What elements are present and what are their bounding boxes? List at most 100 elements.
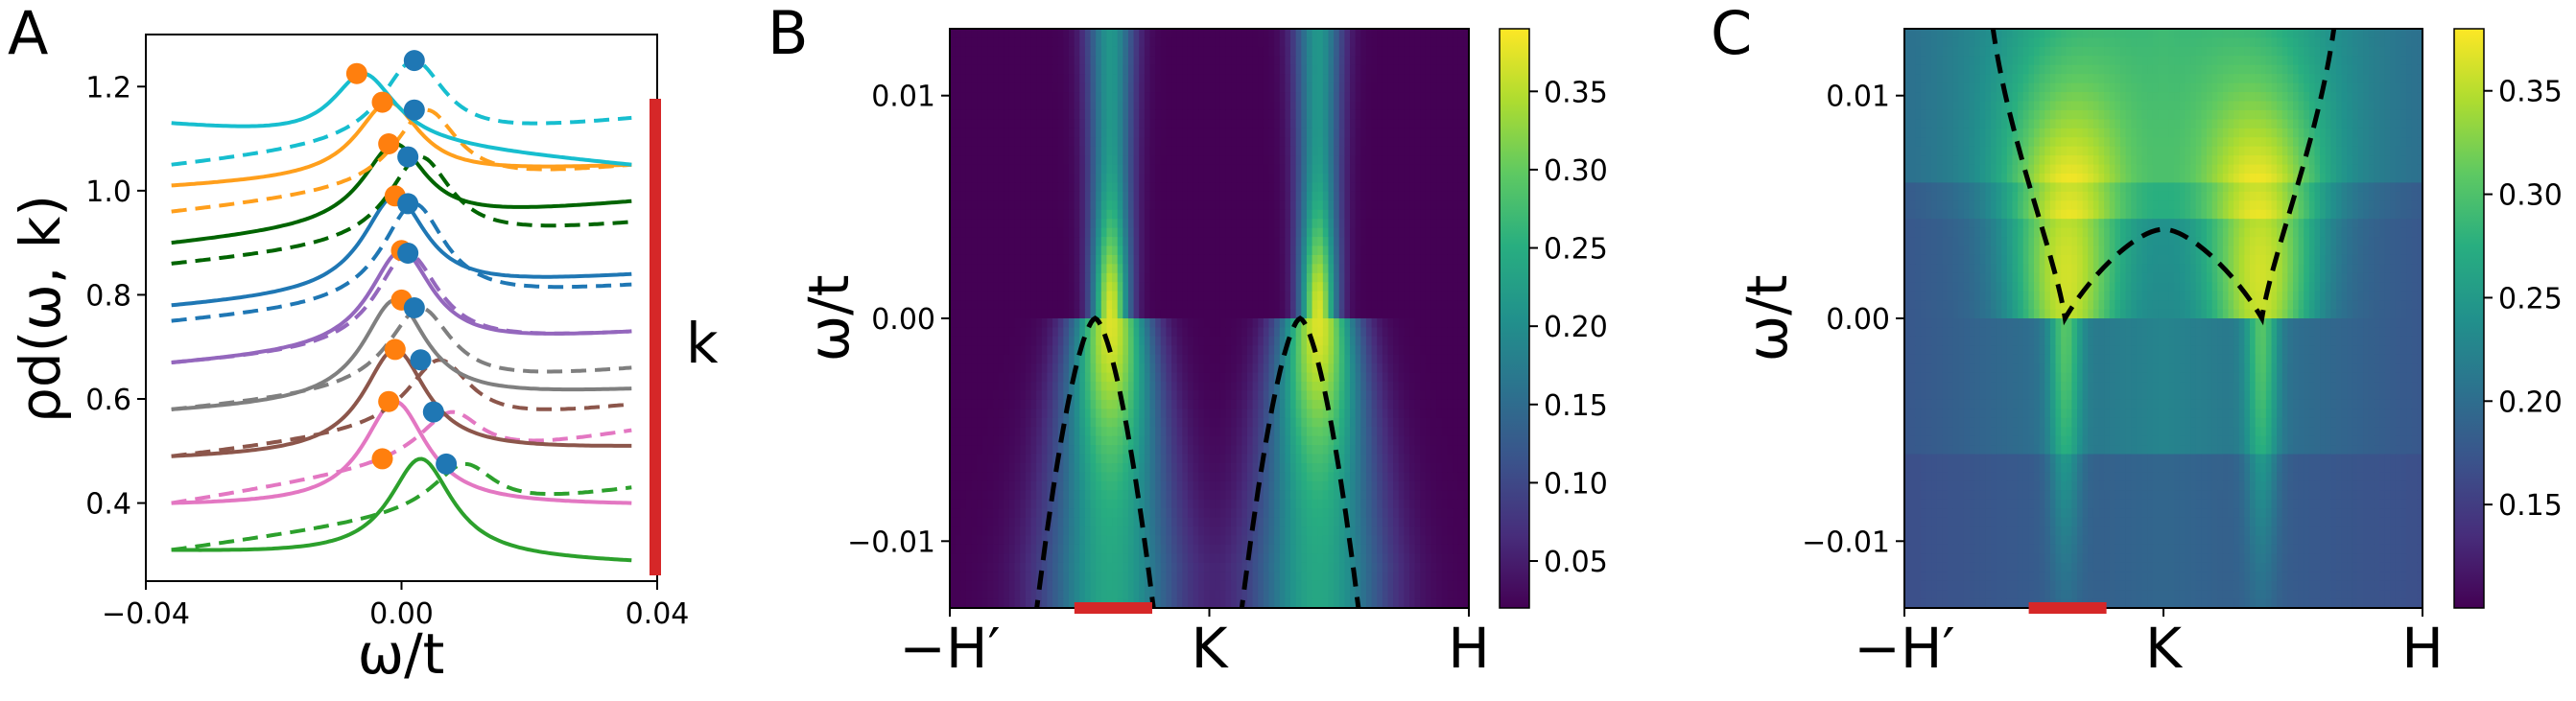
panel-b-heat-cell <box>1409 92 1416 103</box>
panel-b-heat-cell <box>1225 390 1232 401</box>
panel-b-heat-cell <box>1123 264 1129 274</box>
panel-b-heat-cell <box>1166 128 1172 138</box>
panel-b-heat-cell <box>1355 291 1361 301</box>
panel-b-heat-cell <box>1219 445 1227 456</box>
panel-b-heat-cell <box>1447 64 1453 75</box>
panel-b-heat-cell <box>1166 254 1172 265</box>
panel-b-heat-cell <box>1301 463 1308 474</box>
panel-b-heat-cell <box>1057 417 1064 428</box>
panel-b-heat-cell <box>1219 472 1227 482</box>
panel-b-heat-cell <box>1387 354 1394 364</box>
panel-b-heat-cell <box>1355 372 1361 383</box>
panel-b-heat-cell <box>1447 209 1453 220</box>
panel-b-heat-cell <box>1127 128 1135 138</box>
panel-b-heat-cell <box>1268 336 1275 346</box>
panel-b-heat-cell <box>1295 74 1302 84</box>
panel-b-heat-cell <box>1025 74 1032 84</box>
panel-b-heat-cell <box>1268 209 1275 220</box>
panel-b-heat-cell <box>1236 191 1242 201</box>
panel-b-heat-cell <box>1176 336 1183 346</box>
panel-b-heat-cell <box>1382 46 1389 57</box>
panel-b-heat-cell <box>1106 427 1113 437</box>
panel-b-heat-cell <box>1030 46 1037 57</box>
panel-b-heat-cell <box>1274 219 1281 229</box>
panel-b-heat-cell <box>1171 92 1178 103</box>
panel-b-heat-cell <box>1133 264 1140 274</box>
panel-b-heat-cell <box>1117 37 1123 48</box>
panel-b-heat-cell <box>1155 245 1162 256</box>
panel-b-heat-cell <box>1350 354 1357 364</box>
panel-b-heat-cell <box>1106 101 1113 111</box>
panel-b-heat-cell <box>1290 454 1297 464</box>
panel-b-heat-cell <box>1425 272 1432 283</box>
panel-b-heat-cell <box>1350 463 1357 474</box>
panel-b-heat-cell <box>1079 137 1086 148</box>
panel-b-heat-cell <box>1068 490 1075 501</box>
panel-b-heat-cell <box>1236 64 1242 75</box>
panel-b-heat-cell <box>1084 64 1092 75</box>
panel-b-heat-cell <box>1258 409 1264 419</box>
panel-b-heat-cell <box>1328 345 1335 356</box>
panel-b-heat-cell <box>1447 435 1453 446</box>
panel-b-heat-cell <box>1295 363 1302 374</box>
panel-b-heat-cell <box>998 191 1004 201</box>
panel-b-heat-cell <box>1430 291 1437 301</box>
panel-b-heat-cell <box>1231 345 1238 356</box>
panel-b-heat-cell <box>1420 64 1427 75</box>
panel-b-heat-cell <box>1123 74 1129 84</box>
panel-b-heat-cell <box>1063 74 1070 84</box>
panel-b-heat-cell <box>1409 128 1416 138</box>
panel-b-heat-cell <box>1193 92 1199 103</box>
panel-b-heat-cell <box>1312 219 1318 229</box>
panel-b-heat-cell <box>1209 318 1216 329</box>
panel-b-heat-cell <box>1036 363 1043 374</box>
panel-b-heat-cell <box>981 128 989 138</box>
panel-b-heat-cell <box>1344 480 1351 491</box>
panel-b-heat-cell <box>1063 264 1070 274</box>
panel-b-heat-cell <box>1274 427 1281 437</box>
panel-b-heat-cell <box>1096 174 1102 184</box>
panel-b-heat-cell <box>1420 345 1427 356</box>
panel-b-heat-cell <box>1014 164 1021 175</box>
panel-b-heat-cell <box>1047 146 1053 156</box>
panel-b-heat-cell <box>1295 92 1302 103</box>
panel-b-heat-cell <box>1198 282 1205 292</box>
panel-b-heat-cell <box>1312 200 1318 211</box>
panel-b-heat-cell <box>1020 74 1027 84</box>
panel-b-heat-cell <box>1068 82 1075 93</box>
panel-b-heat-cell <box>1225 454 1232 464</box>
panel-b-heat-cell <box>1047 56 1053 66</box>
panel-b-heat-cell <box>1425 82 1432 93</box>
panel-b-heat-cell <box>1279 146 1286 156</box>
panel-b-heat-cell <box>1425 56 1432 66</box>
panel-b-heat-cell <box>1020 272 1027 283</box>
panel-b-heat-cell <box>971 46 978 57</box>
panel-b-heat-cell <box>1052 336 1059 346</box>
panel-b-heat-cell <box>1350 74 1357 84</box>
panel-b-heat-cell <box>1036 37 1043 48</box>
panel-b-heat-cell <box>1382 74 1389 84</box>
panel-b-heat-cell <box>1258 164 1264 175</box>
panel-b-heat-cell <box>1441 209 1449 220</box>
panel-b-heat-cell <box>1463 109 1469 120</box>
panel-b-heat-cell <box>1312 237 1318 247</box>
panel-b-heat-cell <box>1306 119 1313 129</box>
panel-b-heat-cell <box>1176 155 1183 166</box>
panel-b-heat-cell <box>1155 454 1162 464</box>
panel-b-heat-cell <box>977 291 983 301</box>
panel-b-heat-cell <box>1079 272 1086 283</box>
panel-b-heat-cell <box>1036 463 1043 474</box>
panel-b-heat-cell <box>1193 309 1199 319</box>
panel-b-heat-cell <box>1090 490 1097 501</box>
panel-b-heat-cell <box>1063 463 1070 474</box>
panel-b-heat-cell <box>1463 237 1469 247</box>
panel-b-heat-cell <box>1090 56 1097 66</box>
panel-b-heat-cell <box>1377 363 1383 374</box>
panel-b-heat-cell <box>1404 345 1410 356</box>
panel-b-heat-cell <box>1068 227 1075 238</box>
panel-b-heat-cell <box>1430 29 1437 39</box>
panel-b-heat-cell <box>1014 472 1021 482</box>
panel-b-heat-cell <box>965 92 973 103</box>
panel-b-heat-cell <box>1241 417 1248 428</box>
panel-b-heat-cell <box>1030 272 1037 283</box>
